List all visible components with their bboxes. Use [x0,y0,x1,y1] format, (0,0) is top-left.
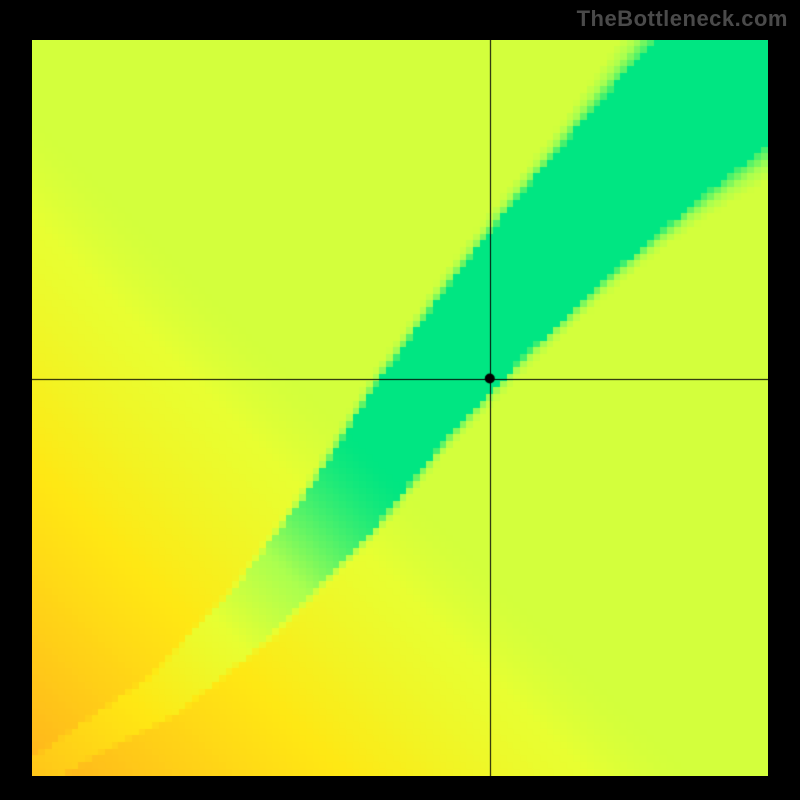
chart-frame: TheBottleneck.com [0,0,800,800]
bottleneck-heatmap [32,40,768,776]
watermark-text: TheBottleneck.com [577,6,788,32]
